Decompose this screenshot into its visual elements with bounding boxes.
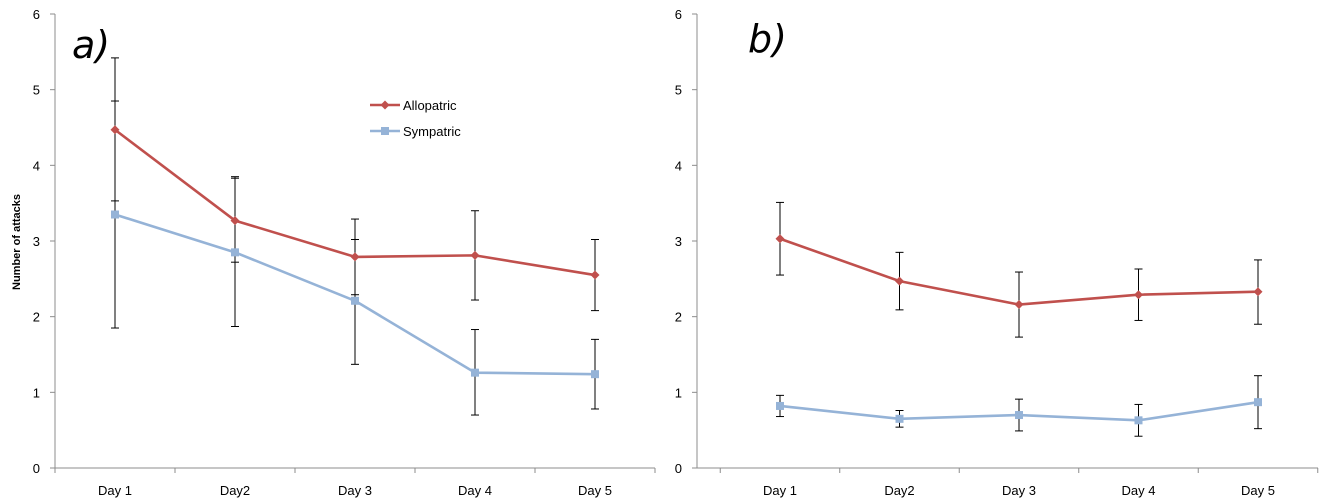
- data-point-marker: [230, 216, 240, 226]
- data-point-marker: [350, 252, 360, 262]
- data-point-marker: [775, 234, 785, 244]
- y-tick-label: 3: [33, 234, 40, 249]
- x-tick-label: Day2: [220, 483, 250, 498]
- legend-swatch-marker: [380, 100, 390, 110]
- data-point-marker: [591, 370, 599, 379]
- y-tick-label: 4: [675, 158, 682, 173]
- data-point-marker: [471, 368, 479, 377]
- data-point-marker: [111, 210, 119, 219]
- panel-label: a): [72, 23, 110, 67]
- x-tick-label: Day 5: [1241, 483, 1275, 498]
- y-axis-label: Number of attacks: [11, 194, 23, 290]
- panel-b-chart: 0 1 2 3 4 5 6 Day 1 Day2 Day 3 Day 4 Day 5 b): [675, 7, 1319, 498]
- data-point-marker: [1014, 300, 1024, 310]
- y-tick-label: 1: [675, 385, 682, 400]
- x-tick-label: Day 1: [763, 483, 797, 498]
- data-point-marker: [231, 248, 239, 257]
- data-point-marker: [1253, 287, 1263, 297]
- x-tick-label: Day2: [884, 483, 914, 498]
- data-point-marker: [895, 414, 904, 423]
- y-tick-label: 4: [33, 158, 40, 173]
- legend-label: Sympatric: [403, 124, 461, 139]
- y-tick-label: 5: [33, 83, 40, 98]
- data-point-marker: [1254, 398, 1262, 407]
- y-tick-label: 3: [675, 234, 682, 249]
- x-tick-label: Day 1: [98, 483, 132, 498]
- y-tick-label: 6: [33, 7, 40, 22]
- panel-a-chart: 0 1 2 3 4 5 6 Day 1 Day2 Day 3 Day 4 Day 5 a): [33, 7, 656, 498]
- x-tick-label: Day 4: [458, 483, 492, 498]
- panel-label: b): [748, 17, 787, 61]
- y-tick-label: 0: [675, 461, 682, 476]
- data-point-marker: [1015, 411, 1023, 420]
- data-point-marker: [590, 270, 600, 280]
- legend-swatch-marker: [381, 127, 389, 135]
- x-tick-label: Day 4: [1122, 483, 1156, 498]
- legend: Allopatric Sympatric: [370, 98, 461, 139]
- x-tick-label: Day 5: [578, 483, 612, 498]
- data-point-marker: [1134, 416, 1143, 425]
- y-tick-label: 2: [675, 310, 682, 325]
- y-tick-label: 1: [33, 385, 40, 400]
- legend-label: Allopatric: [403, 98, 457, 113]
- data-point-marker: [776, 401, 784, 410]
- y-tick-label: 2: [33, 310, 40, 325]
- data-point-marker: [895, 276, 904, 286]
- data-point-marker: [470, 250, 480, 260]
- y-tick-label: 6: [675, 7, 682, 22]
- data-point-marker: [1134, 290, 1143, 300]
- data-point-marker: [110, 125, 120, 135]
- y-tick-label: 0: [33, 461, 40, 476]
- x-tick-label: Day 3: [338, 483, 372, 498]
- x-tick-label: Day 3: [1002, 483, 1036, 498]
- data-point-marker: [351, 296, 359, 305]
- y-tick-label: 5: [675, 83, 682, 98]
